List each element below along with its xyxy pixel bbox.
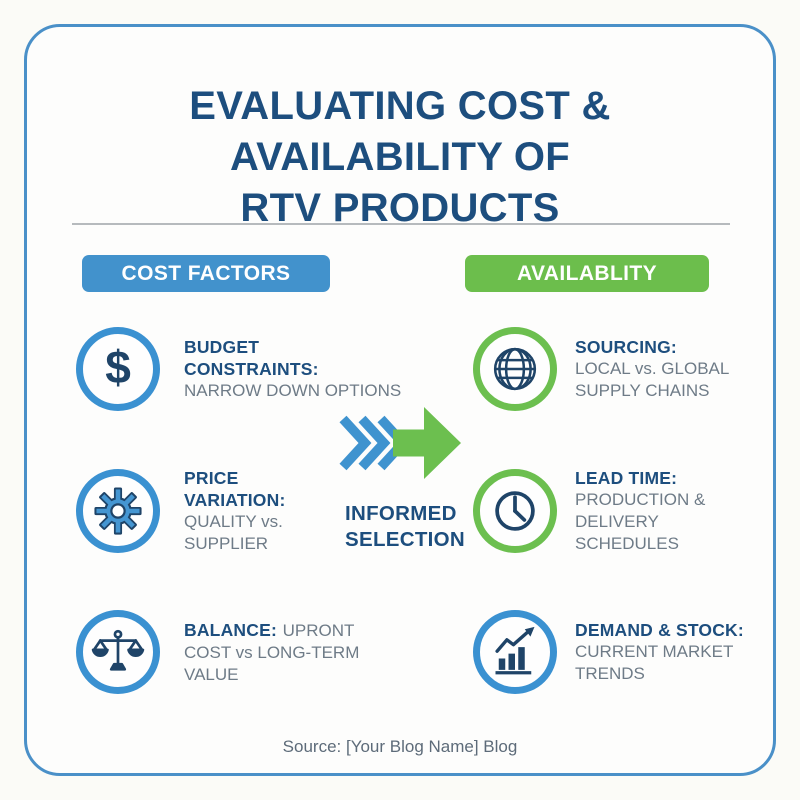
item-text: DEMAND & STOCK: CURRENT MARKET TRENDS bbox=[575, 619, 793, 685]
item-demand-stock: DEMAND & STOCK: CURRENT MARKET TRENDS bbox=[473, 610, 793, 694]
item-title: PRICE VARIATION: bbox=[184, 468, 286, 510]
item-subtitle: NARROW DOWN OPTIONS bbox=[184, 381, 402, 400]
item-title: BUDGET CONSTRAINTS: bbox=[184, 337, 319, 379]
infographic-card: EVALUATING COST & AVAILABILITY OF RTV PR… bbox=[24, 24, 776, 776]
clock-icon bbox=[473, 469, 557, 553]
item-title: BALANCE: bbox=[184, 619, 277, 640]
item-text: PRICE VARIATION: QUALITY vs. SUPPLIER bbox=[184, 467, 402, 555]
bar-chart-icon bbox=[473, 610, 557, 694]
source-text: Source: [Your Blog Name] Blog bbox=[282, 737, 518, 756]
item-title: SOURCING: bbox=[575, 337, 677, 357]
item-subtitle: PRODUCTION & DELIVERY SCHEDULES bbox=[575, 490, 706, 553]
balance-scale-icon bbox=[76, 610, 160, 694]
item-balance: BALANCE: UPRONT COST vs LONG-TERM VALUE bbox=[76, 610, 402, 694]
chevron-flow-arrow-icon bbox=[339, 407, 461, 479]
item-title: DEMAND & STOCK: bbox=[575, 620, 744, 640]
item-subtitle: UPRONT COST vs LONG-TERM VALUE bbox=[184, 620, 360, 684]
page-title: EVALUATING COST & AVAILABILITY OF RTV PR… bbox=[189, 84, 611, 230]
item-title: LEAD TIME: bbox=[575, 468, 678, 488]
dollar-sign-icon: $ bbox=[76, 327, 160, 411]
item-subtitle: LOCAL vs. GLOBAL SUPPLY CHAINS bbox=[575, 359, 730, 400]
item-text: BALANCE: UPRONT COST vs LONG-TERM VALUE bbox=[184, 619, 402, 686]
divider bbox=[72, 223, 730, 225]
item-text: BUDGET CONSTRAINTS: NARROW DOWN OPTIONS bbox=[184, 336, 402, 402]
cost-factors-header: COST FACTORS bbox=[82, 255, 330, 292]
availability-header: AVAILABLITY bbox=[465, 255, 709, 292]
item-subtitle: CURRENT MARKET TRENDS bbox=[575, 642, 734, 683]
gear-icon bbox=[76, 469, 160, 553]
item-text: LEAD TIME: PRODUCTION & DELIVERY SCHEDULE… bbox=[575, 467, 793, 555]
item-lead-time: LEAD TIME: PRODUCTION & DELIVERY SCHEDULE… bbox=[473, 467, 793, 555]
item-budget-constraints: $ BUDGET CONSTRAINTS: NARROW DOWN OPTIONS bbox=[76, 327, 402, 411]
item-sourcing: SOURCING: LOCAL vs. GLOBAL SUPPLY CHAINS bbox=[473, 327, 793, 411]
item-text: SOURCING: LOCAL vs. GLOBAL SUPPLY CHAINS bbox=[575, 336, 793, 402]
item-price-variation: PRICE VARIATION: QUALITY vs. SUPPLIER bbox=[76, 467, 402, 555]
item-subtitle: QUALITY vs. SUPPLIER bbox=[184, 512, 283, 553]
globe-icon bbox=[473, 327, 557, 411]
informed-selection-label: INFORMED SELECTION bbox=[345, 502, 466, 551]
